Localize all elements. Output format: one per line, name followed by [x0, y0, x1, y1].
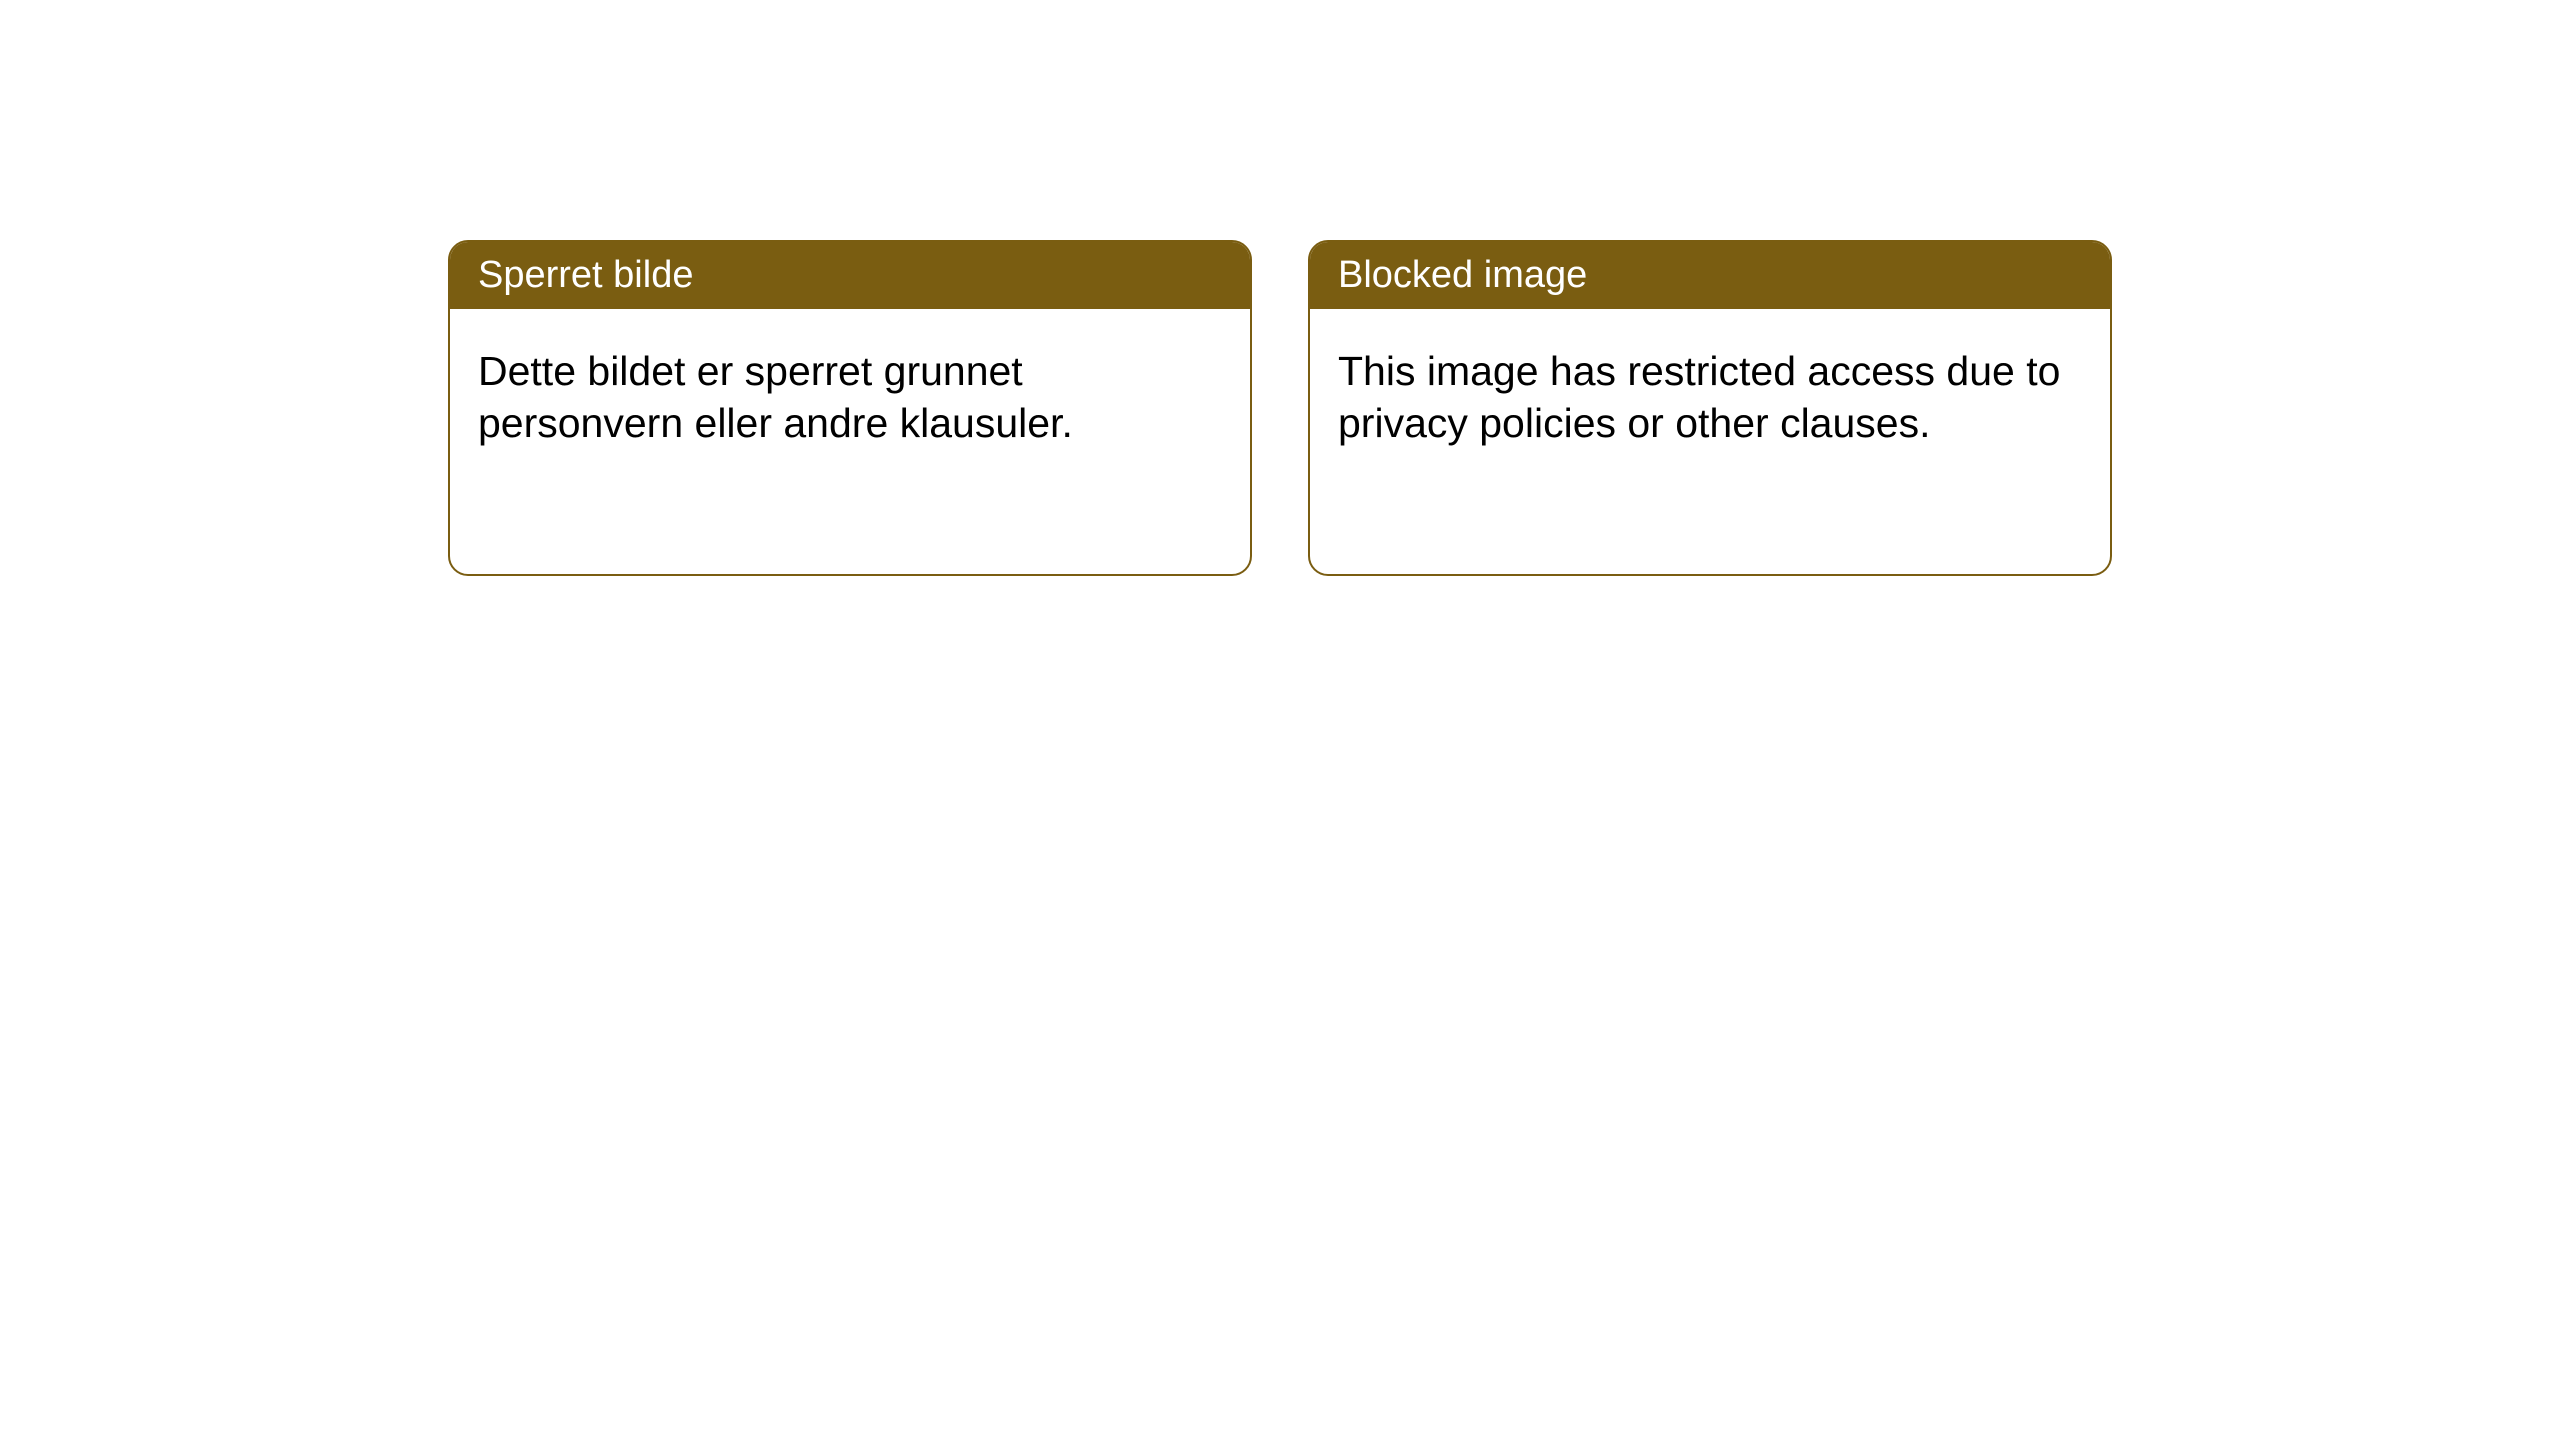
notice-card-title: Blocked image	[1338, 254, 1587, 296]
notice-card-text: Dette bildet er sperret grunnet personve…	[478, 348, 1073, 446]
notice-card-text: This image has restricted access due to …	[1338, 348, 2060, 446]
notice-card-norwegian: Sperret bilde Dette bildet er sperret gr…	[448, 240, 1252, 576]
notice-card-title: Sperret bilde	[478, 254, 693, 296]
notice-card-header: Sperret bilde	[450, 242, 1250, 309]
notice-card-body: This image has restricted access due to …	[1310, 309, 2110, 486]
notice-cards-container: Sperret bilde Dette bildet er sperret gr…	[448, 240, 2112, 576]
notice-card-body: Dette bildet er sperret grunnet personve…	[450, 309, 1250, 486]
notice-card-english: Blocked image This image has restricted …	[1308, 240, 2112, 576]
notice-card-header: Blocked image	[1310, 242, 2110, 309]
